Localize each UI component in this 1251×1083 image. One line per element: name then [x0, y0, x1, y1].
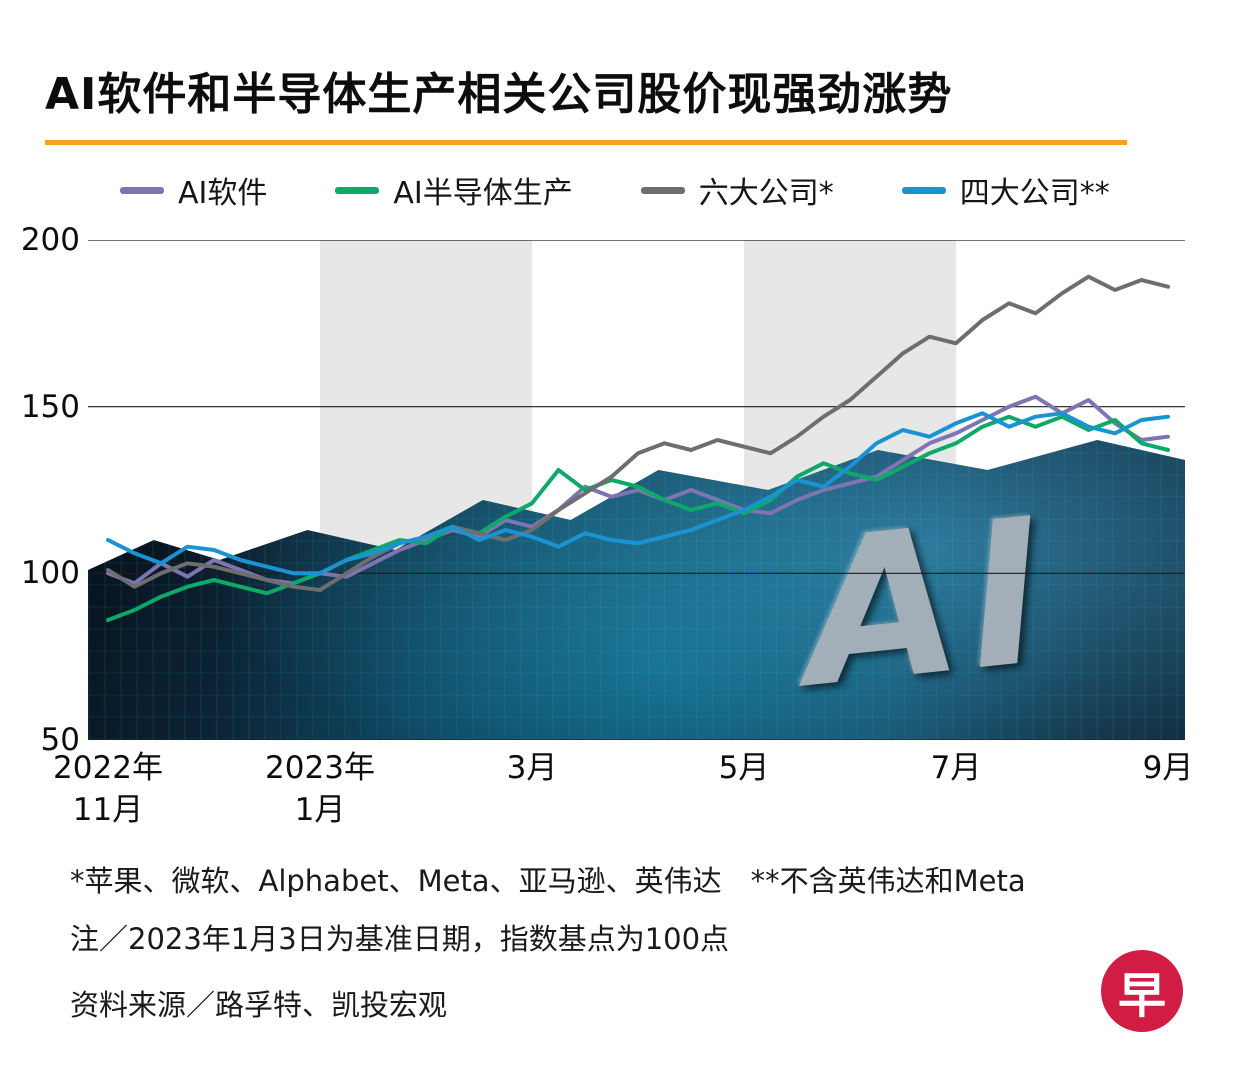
series-line-ai-semiconductor: [106, 414, 1170, 622]
legend-item-big-six: 六大公司*: [640, 168, 834, 212]
x-tick-label: 9月: [1142, 750, 1194, 786]
legend-swatch-big-four: [901, 186, 946, 194]
zaobao-logo-character: 早: [1117, 968, 1166, 1024]
footnote-companies: *苹果、微软、Alphabet、Meta、亚马逊、英伟达 **不含英伟达和Met…: [70, 864, 1026, 898]
legend-swatch-ai-software: [120, 186, 164, 194]
footnote-base-date: 注／2023年1月3日为基准日期，指数基点为100点: [70, 922, 730, 956]
zaobao-logo: 早: [1101, 950, 1183, 1032]
series-line-big-six: [106, 274, 1170, 592]
legend-swatch-ai-semiconductor: [335, 186, 380, 194]
legend-label: AI软件: [178, 176, 268, 211]
plot-area: AI: [88, 240, 1185, 740]
line-chart: [88, 240, 1185, 740]
y-tick-label: 200: [20, 222, 80, 258]
legend: AI软件 AI半导体生产 六大公司* 四大公司**: [120, 168, 1110, 212]
y-tick-label: 150: [20, 388, 80, 425]
x-axis: 2022年 11月 2023年 1月 3月 5月 7月 9月: [53, 748, 1193, 843]
x-tick-label: 2022年 11月: [53, 750, 163, 828]
x-tick-label: 2023年 1月: [265, 750, 375, 828]
series-line-big-four: [106, 411, 1170, 576]
legend-item-ai-software: AI软件: [120, 168, 267, 212]
x-tick-label: 7月: [930, 750, 982, 786]
y-axis: 200 150 100 50: [14, 222, 80, 758]
legend-item-ai-semiconductor: AI半导体生产: [335, 168, 573, 212]
legend-item-big-four: 四大公司**: [901, 168, 1110, 212]
page-title: AI软件和半导体生产相关公司股价现强劲涨势: [45, 69, 953, 120]
source-credit: 资料来源／路孚特、凯投宏观: [70, 988, 448, 1022]
legend-label: 四大公司**: [959, 176, 1110, 211]
legend-label: 六大公司*: [698, 176, 834, 211]
title-underline: [45, 140, 1127, 145]
x-tick-label: 3月: [506, 750, 558, 786]
y-tick-label: 50: [40, 722, 80, 758]
y-tick-label: 100: [20, 555, 80, 592]
x-tick-label: 5月: [718, 750, 770, 786]
legend-swatch-big-six: [640, 186, 685, 194]
legend-label: AI半导体生产: [393, 176, 573, 211]
